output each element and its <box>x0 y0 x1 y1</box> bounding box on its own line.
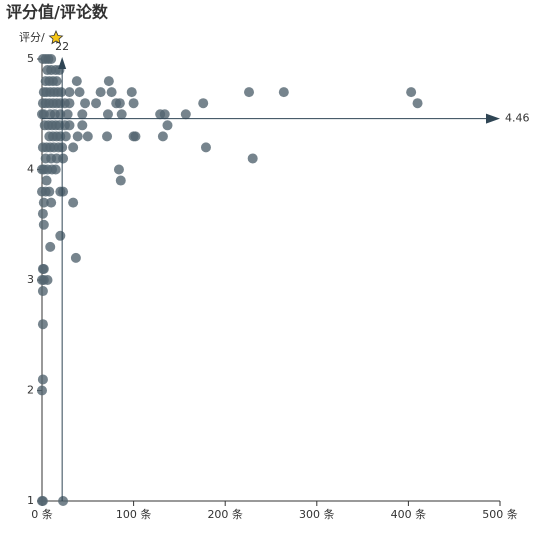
point <box>130 131 141 142</box>
point <box>74 87 85 98</box>
point <box>102 109 113 120</box>
point <box>46 197 57 208</box>
point <box>46 54 57 64</box>
point <box>50 164 61 175</box>
x-tick-label: 200 条 <box>207 507 243 521</box>
point <box>37 208 48 219</box>
point <box>60 131 71 142</box>
point <box>62 109 73 120</box>
point <box>38 263 49 274</box>
x-tick-label: 100 条 <box>116 507 152 521</box>
point <box>77 109 88 120</box>
point <box>82 131 93 142</box>
x-tick-label: 500 条 <box>482 507 518 521</box>
x-tick-label: 0 条 <box>31 507 53 521</box>
point <box>95 87 106 98</box>
point <box>64 87 75 98</box>
point <box>412 98 423 109</box>
point <box>247 153 258 164</box>
y-tick-label: 4 <box>27 163 34 176</box>
point <box>37 286 48 297</box>
x-tick-label: 400 条 <box>391 507 427 521</box>
point <box>126 87 137 98</box>
point <box>64 120 75 131</box>
point <box>72 131 83 142</box>
point <box>51 76 62 87</box>
point <box>91 98 102 109</box>
point <box>38 197 49 208</box>
arrow <box>486 113 500 124</box>
point <box>42 275 53 285</box>
point <box>198 98 209 109</box>
y-tick-label: 5 <box>27 52 34 65</box>
point <box>58 186 69 197</box>
point <box>159 109 170 120</box>
y-tick-label: 1 <box>27 494 34 507</box>
point <box>68 142 79 153</box>
point <box>128 98 139 109</box>
arrow <box>58 57 67 69</box>
point <box>162 120 173 131</box>
point <box>55 230 66 241</box>
point <box>180 109 191 120</box>
mark-line-x-label: 22 <box>55 40 69 53</box>
point <box>115 175 126 186</box>
point <box>41 175 52 186</box>
chart-title: 评分值/评论数 <box>6 3 109 22</box>
point <box>80 98 91 109</box>
point <box>278 87 289 98</box>
point <box>45 241 56 252</box>
point <box>44 186 55 197</box>
point <box>77 120 88 131</box>
y-tick-label: 2 <box>27 384 34 397</box>
point <box>55 109 66 120</box>
point <box>102 131 113 142</box>
point <box>37 496 48 506</box>
point <box>64 98 75 109</box>
point <box>68 197 79 208</box>
point <box>37 374 48 385</box>
point <box>406 87 417 98</box>
y-axis-label: 评分/ <box>19 31 45 44</box>
point <box>37 385 47 396</box>
point <box>71 76 82 87</box>
point <box>70 252 81 263</box>
point <box>103 76 114 87</box>
point <box>58 153 69 164</box>
point <box>38 219 49 230</box>
point <box>37 319 48 330</box>
point <box>244 87 255 98</box>
point <box>200 142 211 153</box>
point <box>58 496 69 506</box>
point <box>106 87 117 98</box>
x-tick-label: 300 条 <box>299 507 335 521</box>
point <box>157 131 168 142</box>
star-icon <box>48 30 64 45</box>
point <box>114 98 125 109</box>
point <box>56 87 67 98</box>
point <box>116 109 127 120</box>
point <box>113 164 124 175</box>
y-tick-label: 3 <box>27 273 34 286</box>
mark-line-y-label: 4.46 <box>505 112 530 125</box>
